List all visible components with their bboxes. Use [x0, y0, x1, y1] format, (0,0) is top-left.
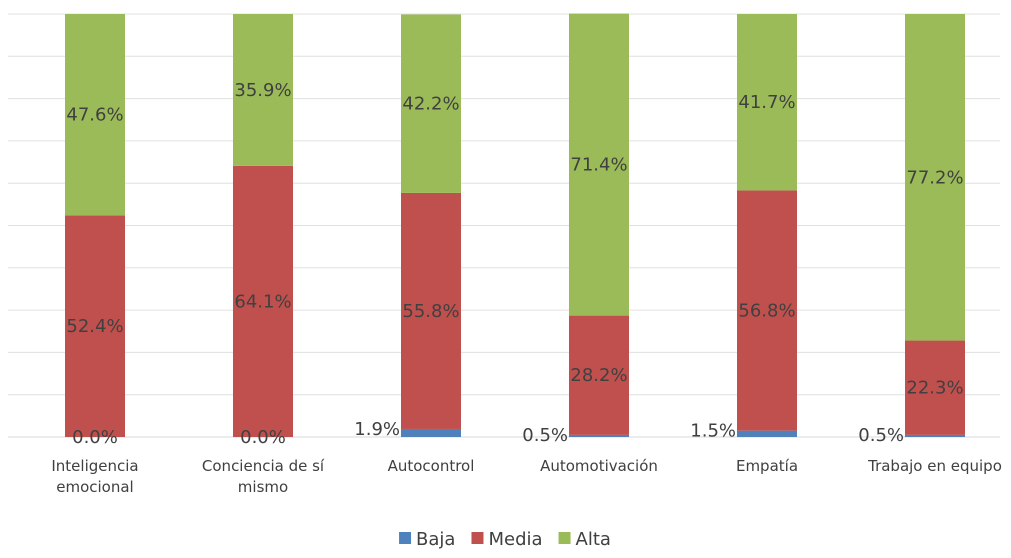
x-tick-label: Trabajo en equipo [867, 457, 1002, 475]
data-label-media: 52.4% [66, 316, 123, 337]
bar-segment-alta [233, 14, 293, 166]
data-label-baja: 0.5% [858, 425, 904, 446]
x-tick-label: Empatía [736, 457, 798, 475]
bar-segment-media [569, 315, 629, 435]
bar-segment-baja [401, 428, 461, 437]
bar-segment-baja [737, 430, 797, 437]
data-label-baja: 1.9% [354, 419, 400, 440]
bar-segment-media [401, 192, 461, 429]
data-label-alta: 77.2% [906, 167, 963, 188]
data-label-alta: 71.4% [570, 155, 627, 176]
bar-segment-baja [569, 434, 629, 437]
x-tick-label: Autocontrol [388, 457, 475, 475]
bar-segment-alta [569, 13, 629, 316]
data-label-media: 55.8% [402, 301, 459, 322]
data-label-media: 28.2% [570, 365, 627, 386]
x-tick-label: emocional [56, 478, 133, 496]
data-label-alta: 42.2% [402, 94, 459, 115]
bar-segment-media [905, 340, 965, 435]
legend-swatch-media [471, 532, 484, 544]
legend-label-media: Media [488, 529, 542, 550]
data-label-baja: 0.0% [240, 427, 286, 448]
bar-segment-media [737, 190, 797, 431]
x-tick-label: Inteligencia [51, 457, 138, 475]
bar-segment-alta [905, 14, 965, 341]
x-tick-label: mismo [238, 478, 288, 496]
x-tick-label: Conciencia de sí [202, 457, 325, 475]
bar-segment-alta [65, 14, 125, 216]
bar-segment-baja [905, 434, 965, 437]
bar-segment-media [65, 215, 125, 437]
data-label-alta: 35.9% [234, 80, 291, 101]
data-label-media: 64.1% [234, 291, 291, 312]
legend-label-baja: Baja [416, 529, 455, 550]
legend-label-alta: Alta [576, 529, 611, 550]
legend-swatch-baja [399, 532, 412, 544]
data-label-baja: 0.0% [72, 427, 118, 448]
x-tick-label: Automotivación [540, 457, 658, 475]
data-label-baja: 0.5% [522, 425, 568, 446]
data-label-baja: 1.5% [690, 421, 736, 442]
bar-segment-alta [737, 14, 797, 191]
bar-segment-media [233, 165, 293, 437]
data-label-media: 22.3% [906, 378, 963, 399]
data-label-media: 56.8% [738, 301, 795, 322]
bar-segment-alta [401, 14, 461, 193]
legend-swatch-alta [558, 532, 571, 544]
data-label-alta: 47.6% [66, 105, 123, 126]
data-label-alta: 41.7% [738, 92, 795, 113]
